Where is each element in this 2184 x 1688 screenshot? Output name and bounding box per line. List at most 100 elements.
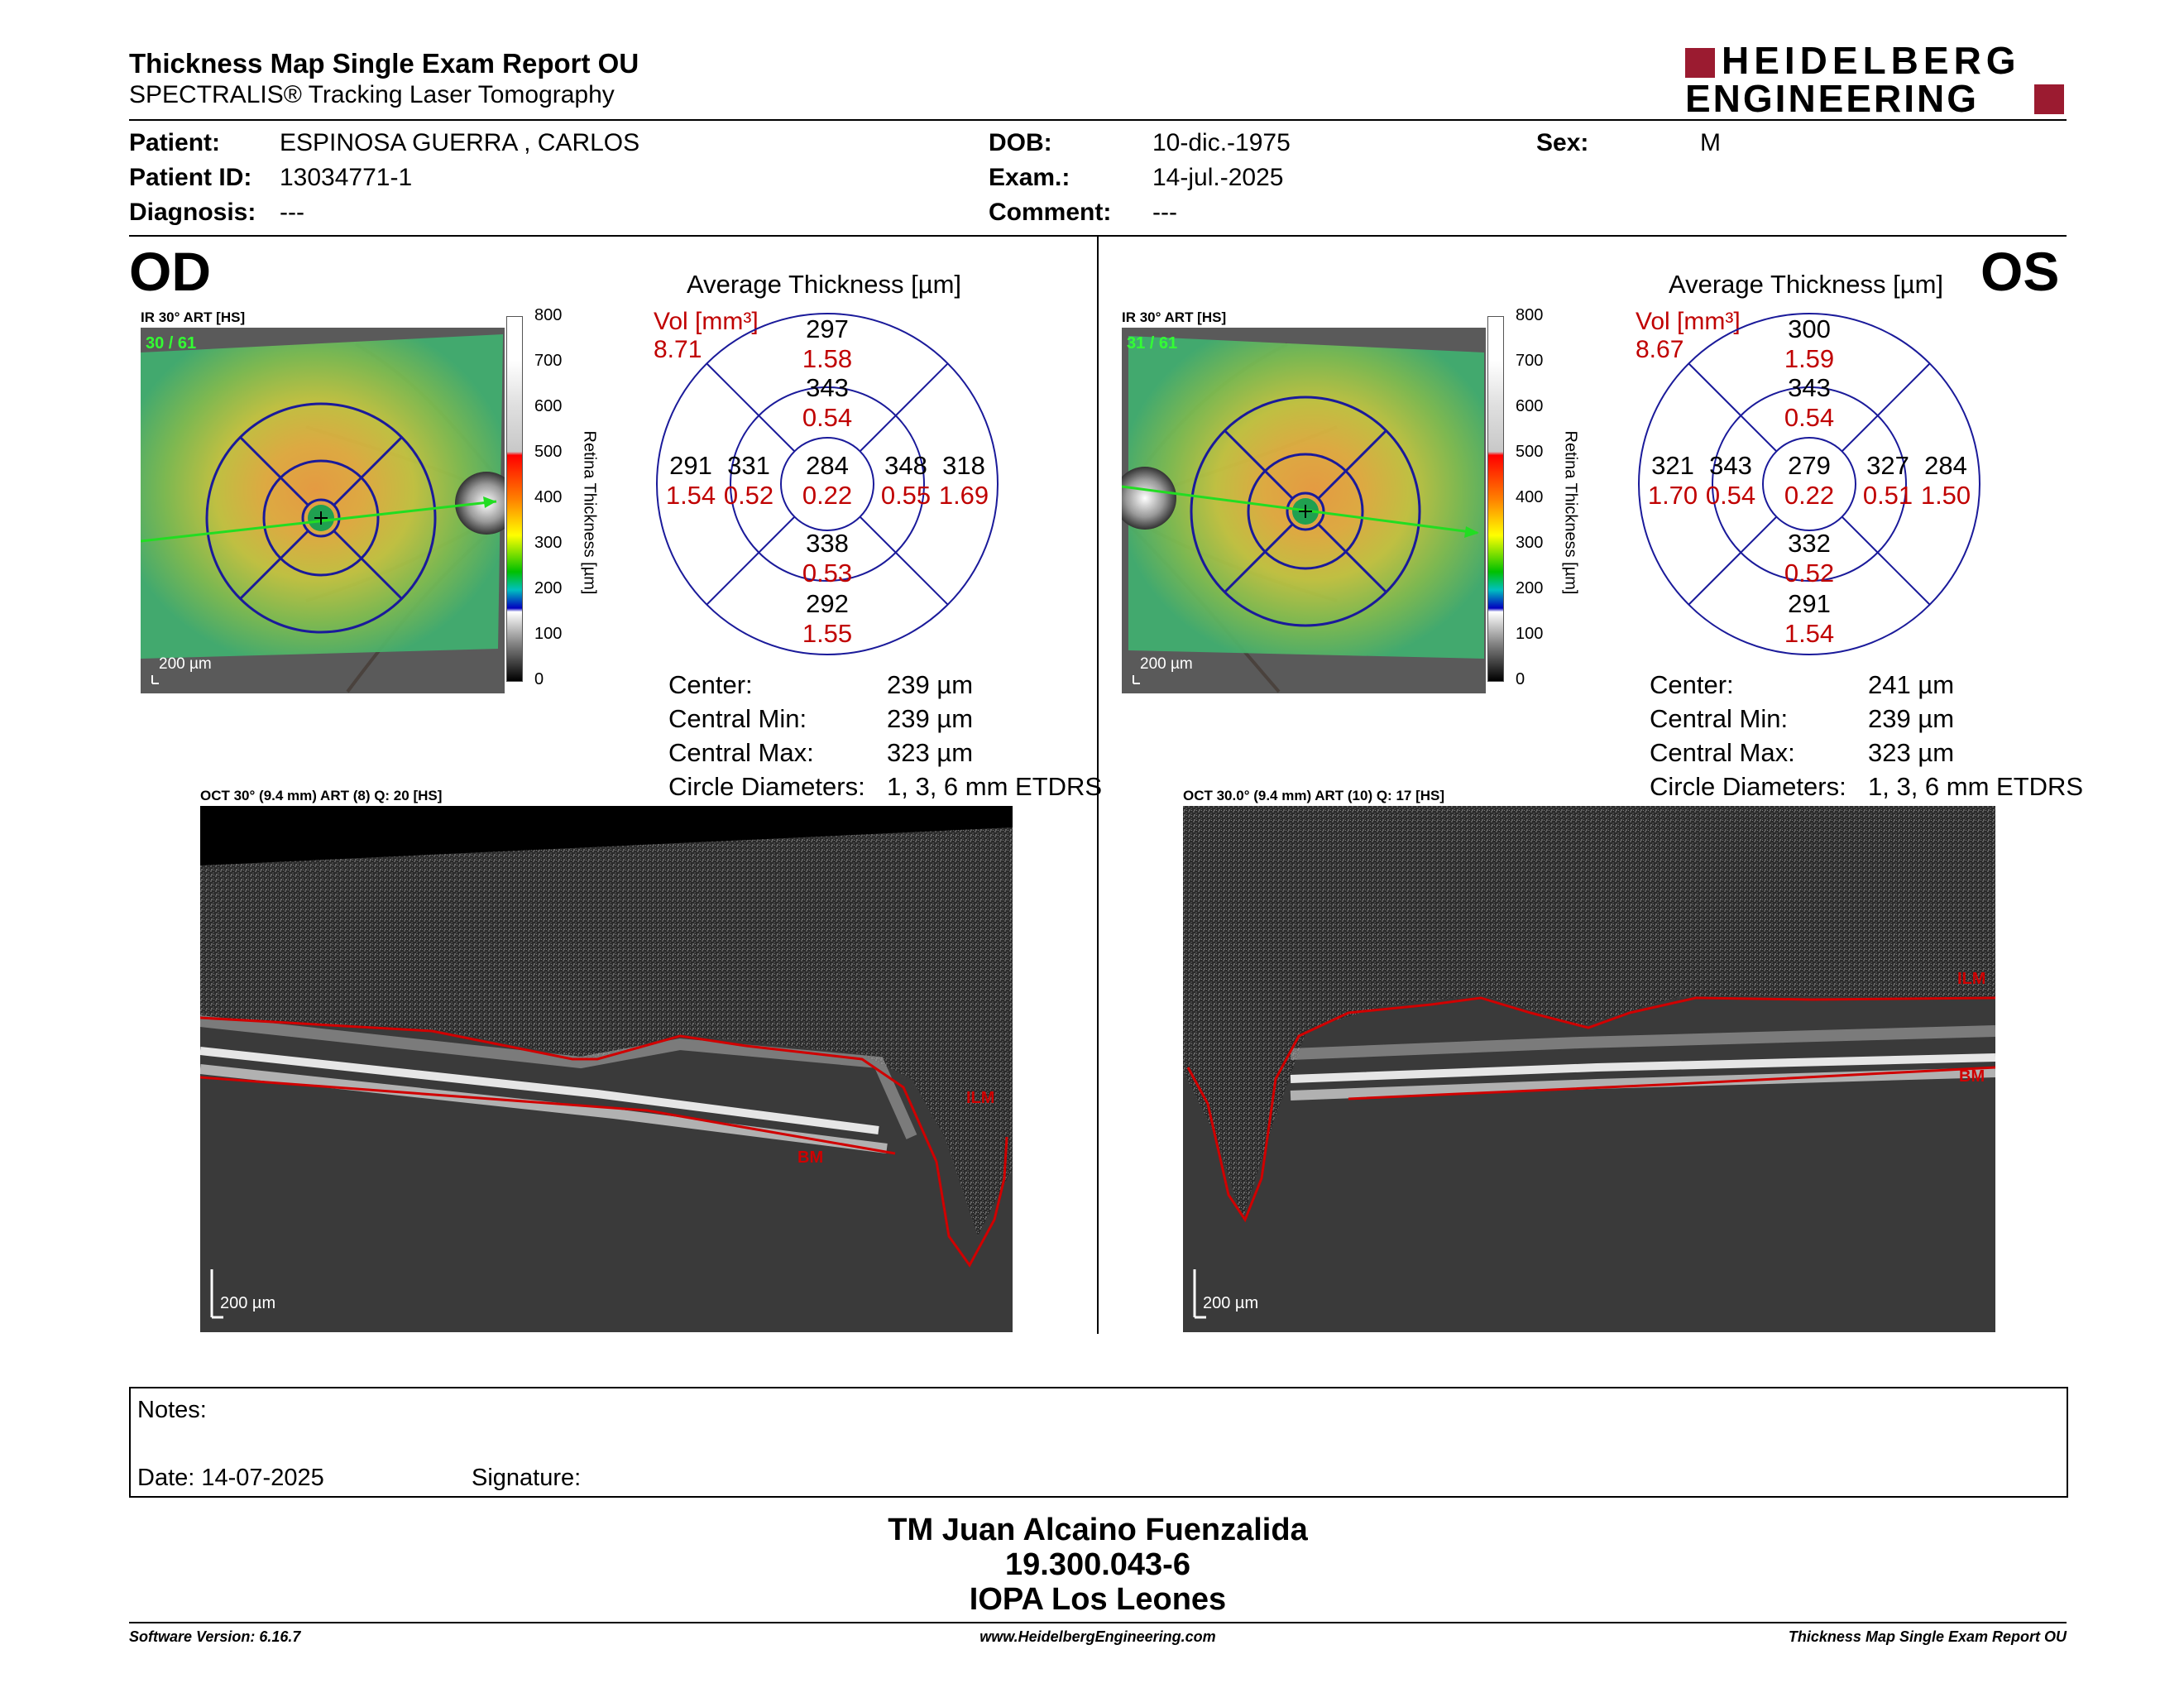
od-tick-700: 700 xyxy=(534,352,563,370)
os-stat-min-label: Central Min: xyxy=(1650,704,1789,733)
od-center-thick: 284 xyxy=(806,451,849,480)
od-stat-max-label: Central Max: xyxy=(668,738,814,767)
os-ir-caption: IR 30° ART [HS] xyxy=(1122,309,1227,325)
od-outer-inf-vol: 1.55 xyxy=(802,619,852,648)
comment-value: --- xyxy=(1152,199,1177,226)
od-inner-nasal-vol: 0.55 xyxy=(881,481,931,510)
os-etdrs-overlay xyxy=(1190,396,1421,627)
od-eye-label: OD xyxy=(129,241,211,302)
od-outer-inf-thick: 292 xyxy=(806,589,849,618)
signer-rut: 19.300.043-6 xyxy=(1005,1547,1190,1582)
os-colorbar-title: Retina Thickness [µm] xyxy=(1561,430,1580,595)
os-oct-scan: ILM BM 200 µm xyxy=(1183,806,1995,1332)
od-tick-400: 400 xyxy=(534,488,563,506)
eye-divider xyxy=(1097,237,1099,1334)
brand-square-top xyxy=(1685,48,1715,78)
header-rule xyxy=(129,119,2067,121)
comment-label: Comment: xyxy=(989,199,1112,226)
os-outer-temp-vol: 1.50 xyxy=(1921,481,1971,510)
diagnosis-label: Diagnosis: xyxy=(129,199,256,226)
os-inner-inf-thick: 332 xyxy=(1788,529,1831,558)
os-stat-min-value: 239 µm xyxy=(1868,704,1955,733)
od-tick-300: 300 xyxy=(534,534,563,552)
os-center-thick: 279 xyxy=(1788,451,1831,480)
od-tick-200: 200 xyxy=(534,579,563,597)
od-oct-scan: ILM BM 200 µm xyxy=(200,806,1013,1332)
os-stat-diam-label: Circle Diameters: xyxy=(1650,772,1846,801)
od-stat-min-value: 239 µm xyxy=(887,704,974,733)
od-oct-svg xyxy=(200,806,1013,1332)
patient-name: ESPINOSA GUERRA , CARLOS xyxy=(280,129,640,156)
os-oct-caption: OCT 30.0° (9.4 mm) ART (10) Q: 17 [HS] xyxy=(1183,788,1445,803)
os-outer-nasal-vol: 1.70 xyxy=(1648,481,1698,510)
od-outer-sup-vol: 1.58 xyxy=(802,344,852,373)
patient-id-value: 13034771-1 xyxy=(280,164,413,191)
os-ilm-label: ILM xyxy=(1957,970,1986,988)
od-avg-title: Average Thickness [µm] xyxy=(687,270,962,299)
od-fundus-image: 30 / 61 200 µm xyxy=(141,328,505,693)
dob-value: 10-dic.-1975 xyxy=(1152,129,1291,156)
os-frame-counter: 31 / 61 xyxy=(1127,334,1178,352)
od-oct-scale: 200 µm xyxy=(220,1294,276,1312)
footer-rule xyxy=(129,1622,2067,1623)
od-colorbar xyxy=(506,316,523,682)
os-bm-label: BM xyxy=(1959,1067,1985,1086)
od-stat-diam-value: 1, 3, 6 mm ETDRS xyxy=(887,772,1103,801)
od-inner-sup-vol: 0.54 xyxy=(802,403,852,432)
os-etdrs-chart: 300 1.59 343 0.54 321 1.70 343 0.54 279 … xyxy=(1638,313,1980,655)
od-etdrs-chart: 297 1.58 343 0.54 291 1.54 331 0.52 284 … xyxy=(656,313,999,655)
od-inner-sup-thick: 343 xyxy=(806,373,849,402)
od-vol-label: Vol [mm³] xyxy=(654,308,759,335)
os-outer-inf-vol: 1.54 xyxy=(1784,619,1834,648)
notes-label: Notes: xyxy=(137,1397,207,1423)
notes-box[interactable]: Notes: Date: 14-07-2025 Signature: xyxy=(129,1387,2068,1498)
os-outer-nasal-thick: 321 xyxy=(1651,451,1694,480)
od-tick-800: 800 xyxy=(534,306,563,324)
od-colorbar-title: Retina Thickness [µm] xyxy=(580,430,599,595)
od-stat-diam-label: Circle Diameters: xyxy=(668,772,865,801)
od-bm-line xyxy=(200,1076,896,1155)
od-inner-nasal-thick: 348 xyxy=(884,451,927,480)
os-inner-temp-vol: 0.51 xyxy=(1863,481,1913,510)
os-outer-sup-vol: 1.59 xyxy=(1784,344,1834,373)
os-bm-line xyxy=(1348,1066,1995,1101)
od-inner-inf-vol: 0.53 xyxy=(802,559,852,587)
os-fundus-scale: 200 µm xyxy=(1140,655,1193,673)
os-tick-100: 100 xyxy=(1516,625,1544,643)
os-stat-center-value: 241 µm xyxy=(1868,670,1955,699)
brand-square-bottom xyxy=(2034,84,2064,114)
od-outer-temp-vol: 1.54 xyxy=(666,481,716,510)
od-center-vol: 0.22 xyxy=(802,481,852,510)
os-tick-400: 400 xyxy=(1516,488,1544,506)
os-eye-label: OS xyxy=(1980,241,2060,302)
od-fundus-scale: 200 µm xyxy=(159,655,212,673)
os-tick-700: 700 xyxy=(1516,352,1544,370)
exam-label: Exam.: xyxy=(989,164,1070,191)
os-vol-total: 8.67 xyxy=(1636,336,1684,363)
od-vol-total: 8.71 xyxy=(654,336,702,363)
od-stat-min-label: Central Min: xyxy=(668,704,807,733)
od-frame-counter: 30 / 61 xyxy=(146,334,197,352)
os-tick-600: 600 xyxy=(1516,397,1544,415)
footer-software-version: Software Version: 6.16.7 xyxy=(129,1628,301,1645)
os-inner-nasal-thick: 343 xyxy=(1709,451,1752,480)
os-oct-scale: 200 µm xyxy=(1203,1294,1259,1312)
od-ilm-line xyxy=(200,1016,1008,1268)
brand-logo: HEIDELBERG ENGINEERING xyxy=(1685,40,2066,119)
info-rule xyxy=(129,235,2067,237)
os-inner-sup-vol: 0.54 xyxy=(1784,403,1834,432)
od-outer-sup-thick: 297 xyxy=(806,314,849,343)
os-outer-temp-thick: 284 xyxy=(1924,451,1967,480)
os-tick-800: 800 xyxy=(1516,306,1544,324)
footer-website-link[interactable]: www.HeidelbergEngineering.com xyxy=(979,1628,1216,1645)
od-bm-label: BM xyxy=(797,1149,824,1167)
os-tick-0: 0 xyxy=(1516,670,1525,688)
exam-value: 14-jul.-2025 xyxy=(1152,164,1284,191)
signer-clinic: IOPA Los Leones xyxy=(969,1582,1227,1617)
sex-label: Sex: xyxy=(1536,129,1589,156)
report-title: Thickness Map Single Exam Report OU xyxy=(129,48,639,79)
os-avg-title: Average Thickness [µm] xyxy=(1669,270,1944,299)
od-tick-100: 100 xyxy=(534,625,563,643)
os-ilm-line xyxy=(1186,996,1995,1223)
os-inner-nasal-vol: 0.54 xyxy=(1706,481,1755,510)
